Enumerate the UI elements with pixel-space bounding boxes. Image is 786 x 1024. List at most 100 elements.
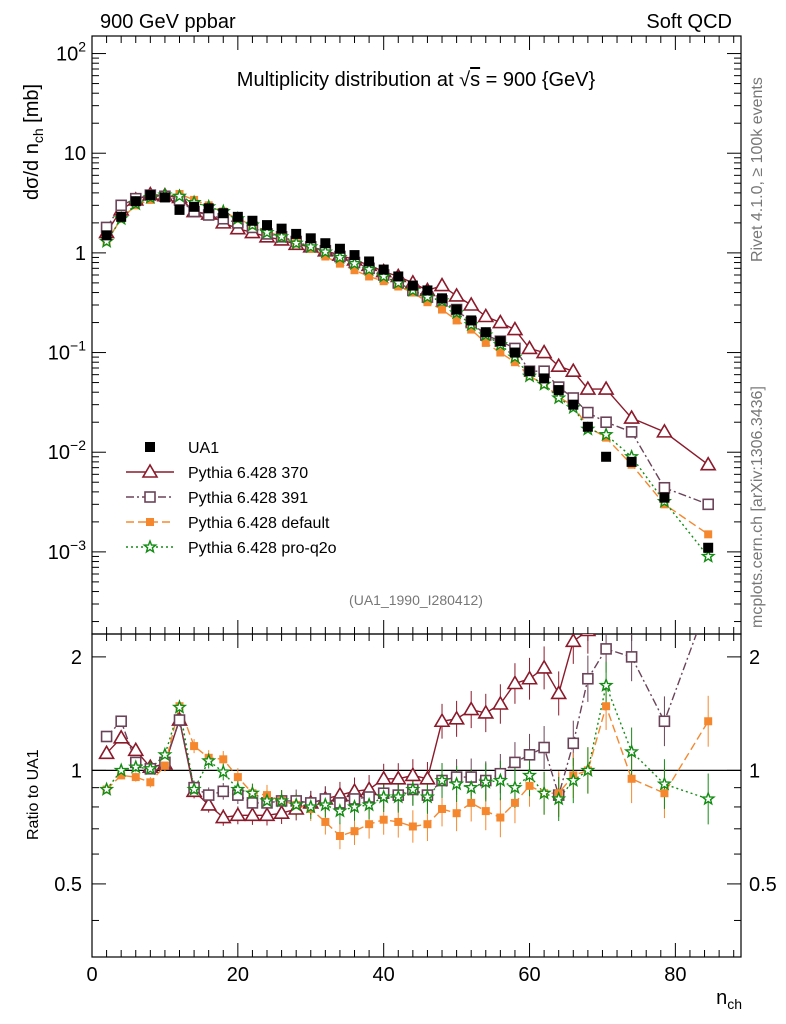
ratio-point-s2	[117, 771, 126, 780]
data-point	[626, 456, 637, 467]
x-tick-label: 40	[373, 964, 395, 986]
main-line-0	[106, 193, 709, 466]
ratio-point-s2	[190, 742, 199, 751]
analysis-id: (UA1_1990_I280412)	[349, 592, 483, 608]
main-point-s0	[699, 456, 717, 471]
ratio-point-s0	[521, 670, 538, 685]
main-point-s0	[462, 296, 480, 311]
ratio-point-s2	[394, 817, 403, 826]
main-point-s1	[115, 199, 127, 212]
legend-marker	[142, 539, 158, 554]
ratio-point-s2	[350, 827, 359, 836]
ratio-point-s3	[171, 699, 188, 714]
ratio-point-s2	[219, 755, 228, 764]
ratio-point-s2	[233, 773, 242, 782]
data-point	[407, 280, 418, 291]
ratio-point-s3	[157, 746, 173, 762]
ratio-point-s3	[448, 776, 465, 791]
ratio-point-s2	[481, 807, 490, 816]
ratio-y-tick-label-left: 1	[71, 760, 82, 782]
ratio-point-s3	[551, 791, 567, 806]
main-point-s0	[623, 409, 641, 424]
main-point-s2	[481, 338, 490, 347]
ratio-point-s2	[525, 781, 534, 790]
ratio-point-s3	[186, 781, 202, 796]
ratio-line-2	[106, 703, 709, 837]
x-tick-label: 60	[518, 964, 540, 986]
ratio-point-s3	[565, 772, 581, 787]
main-y-tick-label: 10−2	[48, 437, 86, 464]
main-point-s3	[598, 426, 614, 442]
ratio-point-s3	[99, 781, 115, 796]
ratio-point-s0	[229, 806, 247, 822]
main-point-s2	[438, 305, 447, 314]
ratio-point-s2	[146, 778, 155, 787]
ratio-point-s0	[625, 595, 639, 607]
ratio-point-s1	[509, 756, 521, 769]
data-point	[437, 293, 448, 304]
ratio-y-tick-label-right: 1	[749, 760, 760, 782]
main-point-s2	[496, 348, 505, 357]
main-point-s3	[361, 261, 377, 277]
ratio-point-s1	[703, 597, 713, 607]
legend-marker	[144, 491, 156, 503]
ratio-point-s2	[131, 773, 140, 782]
data-point	[130, 196, 141, 207]
ratio-point-s1	[173, 714, 186, 726]
data-point	[480, 327, 491, 338]
main-point-s0	[656, 423, 673, 438]
main-point-s0	[491, 313, 509, 329]
ratio-point-s3	[201, 752, 217, 768]
data-point	[364, 256, 375, 267]
ratio-point-s1	[538, 741, 550, 754]
main-point-s0	[448, 287, 465, 302]
main-y-tick-label: 1	[75, 243, 86, 265]
ratio-point-s0	[389, 770, 407, 785]
ratio-point-s3	[700, 791, 716, 806]
x-tick-label: 0	[86, 964, 97, 986]
main-line-2	[106, 193, 709, 535]
main-point-s0	[521, 339, 538, 355]
ratio-point-s2	[704, 717, 713, 726]
ratio-point-s2	[365, 820, 374, 829]
main-point-s3	[259, 224, 275, 239]
x-axis-label: nch	[716, 987, 742, 1012]
main-point-s1	[702, 498, 714, 511]
side-text-top: Rivet 4.1.0, ≥ 100k events	[749, 77, 766, 262]
ratio-point-s2	[408, 822, 417, 831]
header-right: Soft QCD	[646, 11, 732, 33]
main-point-s2	[350, 266, 359, 275]
ratio-point-s3	[376, 789, 392, 804]
main-point-s0	[477, 307, 495, 323]
data-point	[116, 211, 127, 222]
ratio-point-s2	[496, 813, 505, 822]
ratio-point-s1	[600, 643, 612, 655]
main-point-s2	[321, 252, 330, 261]
data-point	[145, 190, 156, 201]
ratio-point-s3	[598, 677, 614, 692]
ratio-point-s1	[217, 785, 230, 798]
data-point	[262, 220, 273, 231]
side-text-bottom: mcplots.cern.ch [arXiv:1306.3436]	[749, 386, 766, 628]
ratio-frame	[91, 633, 742, 958]
ratio-point-s0	[433, 712, 451, 728]
ratio-point-s3	[521, 767, 538, 782]
main-point-s2	[335, 259, 344, 268]
data-point	[524, 366, 535, 377]
data-point	[203, 203, 214, 214]
ratio-point-s1	[202, 789, 215, 801]
ratio-point-s1	[567, 737, 580, 750]
main-line-1	[106, 194, 709, 505]
ratio-y-tick-label-left: 0.5	[54, 874, 82, 896]
data-point	[422, 285, 433, 296]
ratio-point-s1	[246, 797, 259, 809]
ratio-point-s0	[535, 659, 553, 674]
ratio-point-s1	[523, 748, 536, 761]
main-point-s2	[467, 325, 476, 334]
main-point-s2	[365, 272, 374, 281]
data-point	[509, 347, 520, 358]
main-y-tick-label: 10−3	[48, 537, 86, 564]
header-left: 900 GeV ppbar	[100, 11, 236, 33]
data-point	[349, 250, 360, 261]
main-point-s2	[379, 277, 388, 286]
